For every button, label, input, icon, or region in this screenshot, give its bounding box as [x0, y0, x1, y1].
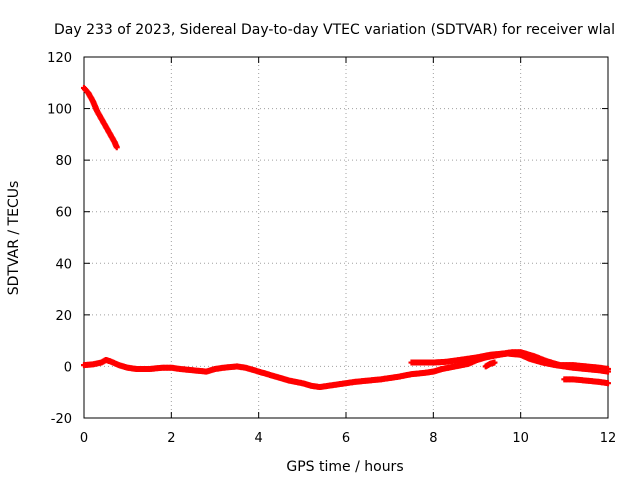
y-tick-labels: -20 0 20 40 60 80 100 120 [47, 51, 72, 427]
y-tick-label: 20 [55, 309, 72, 324]
data-point [113, 144, 120, 151]
y-tick-label: -20 [51, 412, 72, 427]
y-tick-label: 100 [47, 103, 72, 118]
x-tick-label: 0 [80, 431, 88, 446]
y-tick-label: 40 [55, 257, 72, 272]
y-tick-label: 0 [64, 360, 72, 375]
y-axis-title: SDTVAR / TECUs [6, 181, 22, 296]
data-point [605, 366, 611, 373]
x-tick-labels: 0 2 4 6 8 10 12 [80, 431, 616, 446]
x-tick-label: 12 [600, 431, 617, 446]
x-axis-title: GPS time / hours [286, 459, 403, 475]
x-tick-label: 6 [342, 431, 350, 446]
data-point [491, 359, 498, 366]
data-point [605, 380, 611, 387]
x-tick-label: 8 [429, 431, 437, 446]
y-tick-label: 80 [55, 154, 72, 169]
grid [84, 57, 608, 418]
x-tick-label: 10 [512, 431, 529, 446]
x-tick-label: 4 [255, 431, 263, 446]
x-tick-label: 2 [167, 431, 175, 446]
data-marks [81, 84, 611, 391]
y-tick-label: 120 [47, 51, 72, 66]
y-tick-label: 60 [55, 206, 72, 221]
chart-title: Day 233 of 2023, Sidereal Day-to-day VTE… [54, 22, 615, 38]
